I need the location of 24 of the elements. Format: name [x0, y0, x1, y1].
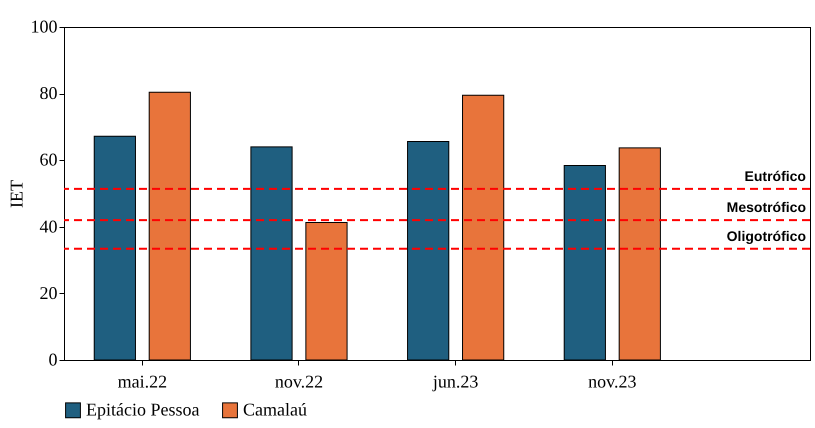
y-tick-label: 0 [48, 350, 58, 370]
y-tick-label: 80 [40, 83, 58, 104]
ref-line-label: Eutrófico [744, 168, 806, 184]
bar [148, 92, 191, 360]
ref-line-label: Oligotrófico [726, 228, 806, 244]
bar [407, 141, 450, 360]
y-tick-label: 60 [40, 150, 58, 170]
bar [462, 94, 504, 360]
bar [250, 146, 293, 360]
x-tick-label: jun.23 [432, 372, 478, 392]
bar [305, 222, 348, 360]
y-tick-label: 100 [30, 16, 58, 36]
x-tick-label: nov.23 [588, 372, 636, 392]
y-axis-title: IET [6, 180, 26, 208]
bar [94, 136, 136, 360]
x-tick-label: nov.22 [274, 372, 324, 392]
legend-label: Camalaú [243, 399, 307, 420]
y-tick-label: 20 [40, 282, 58, 303]
y-tick-label: 40 [40, 216, 58, 236]
ref-line-label: Mesotrófico [726, 199, 806, 216]
bar [618, 147, 661, 360]
legend-label: Epitácio Pessoa [86, 399, 200, 420]
x-tick-label: mai.22 [118, 372, 168, 392]
bar [564, 165, 606, 360]
